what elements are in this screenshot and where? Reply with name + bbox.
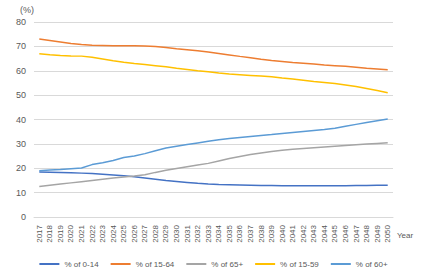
- svg-text:2017: 2017: [35, 224, 44, 242]
- svg-text:0: 0: [21, 212, 26, 222]
- svg-text:2019: 2019: [56, 224, 65, 242]
- svg-text:2046: 2046: [341, 224, 350, 242]
- svg-text:50: 50: [16, 90, 26, 100]
- svg-text:2030: 2030: [172, 224, 181, 242]
- svg-text:40: 40: [16, 115, 26, 125]
- svg-text:2024: 2024: [109, 224, 118, 242]
- svg-text:30: 30: [16, 139, 26, 149]
- svg-text:2025: 2025: [119, 224, 128, 242]
- svg-text:2041: 2041: [288, 224, 297, 242]
- svg-text:2026: 2026: [130, 224, 139, 242]
- svg-text:2044: 2044: [320, 224, 329, 242]
- svg-text:2040: 2040: [278, 224, 287, 242]
- svg-text:2038: 2038: [257, 224, 266, 242]
- svg-text:2021: 2021: [77, 224, 86, 242]
- svg-text:2028: 2028: [151, 224, 160, 242]
- svg-text:2033: 2033: [204, 224, 213, 242]
- svg-text:2049: 2049: [373, 224, 382, 242]
- svg-text:2035: 2035: [225, 224, 234, 242]
- svg-text:2050: 2050: [383, 224, 392, 242]
- svg-text:60: 60: [16, 66, 26, 76]
- svg-text:2027: 2027: [140, 224, 149, 242]
- svg-text:2031: 2031: [183, 224, 192, 242]
- svg-text:2047: 2047: [352, 224, 361, 242]
- svg-text:% of 60+: % of 60+: [356, 260, 388, 269]
- svg-text:% of 65+: % of 65+: [211, 260, 243, 269]
- svg-text:2022: 2022: [88, 224, 97, 242]
- svg-text:2037: 2037: [246, 224, 255, 242]
- svg-text:80: 80: [16, 17, 26, 27]
- svg-text:2042: 2042: [299, 224, 308, 242]
- svg-text:10: 10: [16, 188, 26, 198]
- svg-text:Year: Year: [397, 231, 414, 240]
- svg-text:2045: 2045: [330, 224, 339, 242]
- svg-text:20: 20: [16, 163, 26, 173]
- svg-text:2039: 2039: [267, 224, 276, 242]
- svg-text:% of 0-14: % of 0-14: [64, 260, 99, 269]
- svg-text:2023: 2023: [98, 224, 107, 242]
- svg-text:% of 15-64: % of 15-64: [136, 260, 175, 269]
- svg-text:2043: 2043: [309, 224, 318, 242]
- svg-text:70: 70: [16, 41, 26, 51]
- svg-text:% of 15-59: % of 15-59: [280, 260, 319, 269]
- svg-text:2018: 2018: [45, 224, 54, 242]
- svg-text:(%): (%): [20, 5, 34, 15]
- svg-text:2048: 2048: [362, 224, 371, 242]
- svg-text:2020: 2020: [66, 224, 75, 242]
- svg-text:2036: 2036: [235, 224, 244, 242]
- svg-text:2032: 2032: [193, 224, 202, 242]
- svg-text:2034: 2034: [214, 224, 223, 242]
- svg-text:2029: 2029: [161, 224, 170, 242]
